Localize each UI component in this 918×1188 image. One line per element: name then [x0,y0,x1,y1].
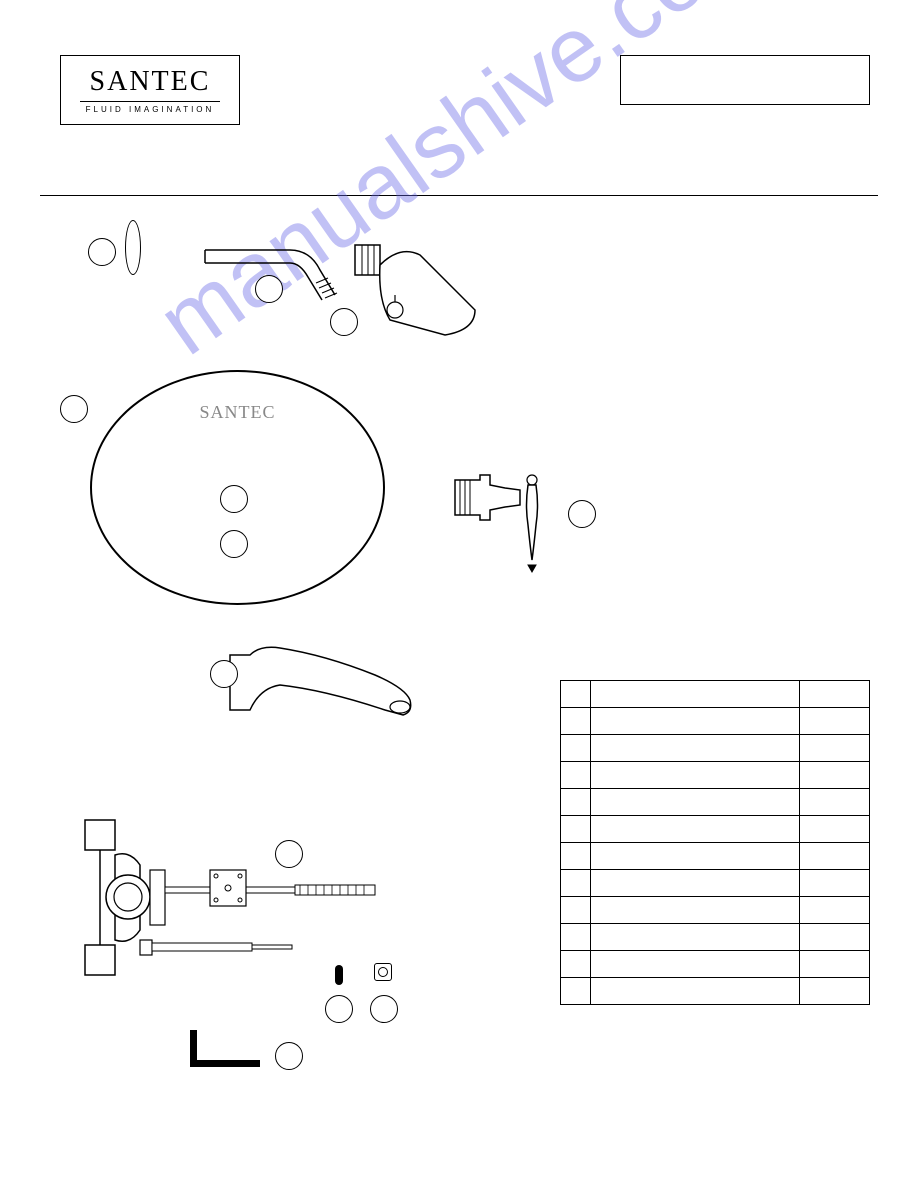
parts-table [560,680,870,1005]
hex-key-drawing [185,1025,265,1070]
shower-head-drawing [350,240,480,340]
logo-box: SANTEC FLUID IMAGINATION [60,55,240,125]
nut-drawing [374,963,392,981]
callout-circle-5 [220,485,248,513]
tub-spout-drawing [225,640,425,730]
callout-circle-3 [330,308,358,336]
callout-circle-1 [88,238,116,266]
callout-circle-4 [60,395,88,423]
callout-circle-10 [325,995,353,1023]
logo-brand: SANTEC [90,66,211,98]
callout-circle-2 [255,275,283,303]
table-row [561,924,870,951]
shower-flange-drawing [125,220,141,275]
callout-circle-11 [370,995,398,1023]
plate-brand-text: SANTEC [199,402,275,423]
table-row [561,897,870,924]
table-row [561,762,870,789]
handle-drawing [450,450,580,580]
table-row [561,789,870,816]
callout-circle-7 [568,500,596,528]
model-number-box [620,55,870,105]
table-row [561,843,870,870]
callout-circle-9 [275,840,303,868]
header-rule [40,195,878,196]
table-row [561,708,870,735]
callout-circle-6 [220,530,248,558]
table-row [561,681,870,708]
table-row [561,735,870,762]
table-row [561,816,870,843]
logo-tagline: FLUID IMAGINATION [86,105,215,114]
table-row [561,951,870,978]
set-screw-drawing [335,965,343,985]
callout-circle-8 [210,660,238,688]
callout-circle-12 [275,1042,303,1070]
table-row [561,870,870,897]
table-row [561,978,870,1005]
logo-divider [80,101,220,102]
valve-body-drawing [80,815,410,995]
